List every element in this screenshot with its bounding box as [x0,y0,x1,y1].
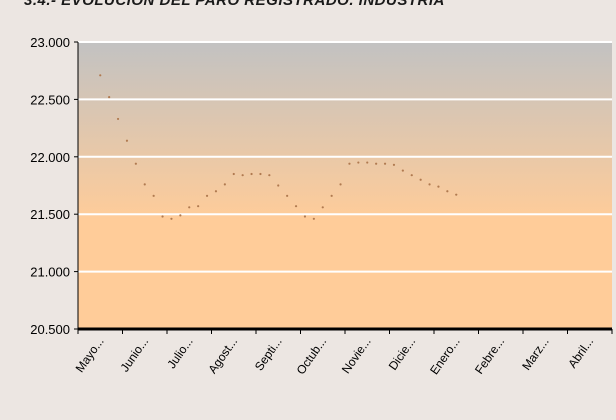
data-point [277,184,280,187]
data-point [161,215,164,218]
data-point [250,172,253,176]
data-point [321,206,324,209]
data-point [286,194,289,197]
data-point [170,217,173,220]
data-point [214,190,218,193]
data-point [143,183,146,186]
x-tick-label: Septi... [252,335,285,374]
data-point [223,183,226,186]
data-point [392,163,396,166]
x-tick-label: Agost... [205,335,240,376]
x-tick-label: Novie... [339,335,374,376]
y-tick-label: 20.500 [30,322,70,337]
data-point [108,96,111,99]
data-point [312,217,315,220]
x-tick-label: Dicie... [386,335,419,373]
data-point [99,74,102,77]
data-point [134,162,137,165]
x-tick-label: Marz... [519,335,552,373]
y-axis-ticks: 20.500 21.000 21.500 22.000 22.500 23.000 [30,35,78,337]
x-axis-ticks: Mayo... Junio... Julio... Agost... Septi... O… [73,329,613,377]
x-tick-label: Junio... [118,335,152,375]
data-point [339,183,342,186]
data-point [419,178,422,181]
plot-area [78,42,612,329]
x-tick-label: Febre... [472,335,507,377]
data-point [401,169,404,172]
data-point [375,162,378,165]
data-point [268,174,271,177]
y-tick-label: 22.500 [30,92,70,107]
data-point [232,172,235,176]
data-point [116,117,120,121]
y-tick-label: 23.000 [30,35,70,50]
x-tick-label: Enero... [427,335,463,377]
chart-title: 3.4.- EVOLUCIÓN DEL PARO REGISTRADO. IND… [24,0,445,9]
x-tick-label: Julio... [164,335,195,371]
data-point [383,162,387,165]
x-tick-label: Abril... [565,335,596,371]
data-point [357,161,360,164]
data-point [410,174,413,177]
data-point [197,205,200,208]
y-tick-label: 21.000 [30,265,70,280]
data-point [428,183,431,186]
data-point [455,193,458,196]
data-point [125,139,129,142]
data-points [99,74,458,220]
data-point [179,214,182,217]
data-point [259,172,262,176]
data-point [205,194,209,197]
data-point [294,205,298,208]
data-point [446,190,449,193]
data-point [303,215,307,218]
data-point [241,174,244,177]
y-tick-label: 22.000 [30,150,70,165]
data-point [152,194,155,197]
data-point [330,194,333,197]
data-point [348,162,351,165]
data-point [188,206,191,209]
gridlines [78,41,612,273]
x-tick-label: Octub... [294,335,330,377]
data-point [366,161,369,164]
data-point [437,185,440,188]
y-tick-label: 21.500 [30,207,70,222]
x-tick-label: Mayo... [73,335,107,375]
